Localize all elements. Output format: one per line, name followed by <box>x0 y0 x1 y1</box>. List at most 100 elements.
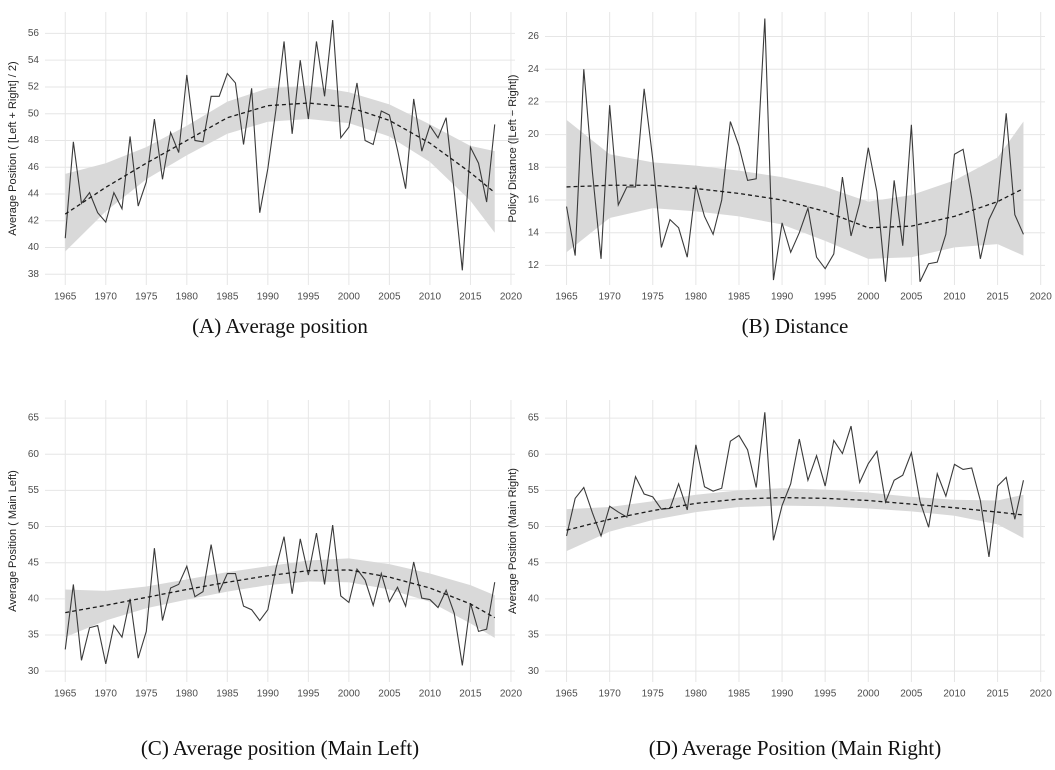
y-tick-label: 60 <box>528 449 540 460</box>
x-tick-label: 1980 <box>176 689 199 700</box>
x-tick-label: 1975 <box>642 689 665 700</box>
x-tick-label: 2015 <box>986 689 1009 700</box>
x-tick-label: 2010 <box>943 689 966 700</box>
x-tick-label: 1985 <box>728 689 751 700</box>
y-tick-label: 20 <box>528 129 540 140</box>
y-tick-label: 50 <box>28 521 40 532</box>
y-tick-label: 55 <box>528 485 540 496</box>
panel: 30 35 40 45 50 55 60 65 1965 1970 1975 1980 1985 1990… <box>507 400 1052 760</box>
x-tick-label: 1990 <box>257 689 280 700</box>
y-tick-label: 40 <box>28 242 40 253</box>
y-tick-label: 54 <box>28 55 40 66</box>
data-line <box>64 19 496 271</box>
y-tick-label: 22 <box>528 97 540 108</box>
x-tick-label: 2010 <box>419 292 442 303</box>
y-axis-label: Average Position (Main Right) <box>507 468 519 614</box>
y-tick-label: 38 <box>28 269 40 280</box>
x-tick-label: 1970 <box>599 689 622 700</box>
x-tick-label: 1995 <box>297 689 320 700</box>
x-tick-label: 2020 <box>1030 292 1053 303</box>
y-axis-label: Policy Distance (|Left − Right|) <box>507 75 519 223</box>
y-tick-label: 55 <box>28 485 40 496</box>
confidence-band <box>65 85 495 252</box>
x-tick-label: 1970 <box>95 689 118 700</box>
y-tick-label: 26 <box>528 31 540 42</box>
x-tick-label: 2005 <box>378 292 401 303</box>
y-axis-label: Average Position ( Main Left) <box>7 470 19 612</box>
y-tick-label: 56 <box>28 28 40 39</box>
x-tick-label: 1975 <box>135 292 158 303</box>
x-tick-label: 2015 <box>986 292 1009 303</box>
caption: (A) Average position <box>192 314 368 338</box>
y-tick-label: 46 <box>28 162 40 173</box>
y-tick-label: 35 <box>28 630 40 641</box>
x-tick-label: 1965 <box>54 689 77 700</box>
x-tick-label: 2005 <box>900 292 923 303</box>
x-tick-label: 2020 <box>500 292 523 303</box>
x-tick-label: 2005 <box>378 689 401 700</box>
data-line <box>566 412 1024 557</box>
x-tick-label: 2015 <box>459 292 482 303</box>
x-tick-label: 1995 <box>814 292 837 303</box>
x-tick-label: 1965 <box>555 689 578 700</box>
x-tick-label: 2020 <box>1030 689 1053 700</box>
x-tick-label: 1985 <box>728 292 751 303</box>
y-tick-label: 40 <box>28 593 40 604</box>
x-tick-label: 2000 <box>338 689 361 700</box>
x-tick-label: 2015 <box>459 689 482 700</box>
y-tick-label: 44 <box>28 189 40 200</box>
y-tick-label: 50 <box>528 521 540 532</box>
x-tick-label: 2010 <box>419 689 442 700</box>
y-tick-label: 45 <box>28 557 40 568</box>
trend-line <box>566 496 1024 531</box>
y-tick-label: 60 <box>28 449 40 460</box>
x-tick-label: 1990 <box>771 292 794 303</box>
data-line <box>566 18 1024 282</box>
y-tick-label: 52 <box>28 82 40 93</box>
y-tick-label: 30 <box>28 666 40 677</box>
y-tick-label: 50 <box>28 108 40 119</box>
x-tick-label: 2010 <box>943 292 966 303</box>
trend-line <box>65 569 496 619</box>
x-tick-label: 2005 <box>900 689 923 700</box>
x-tick-label: 2020 <box>500 689 523 700</box>
x-tick-label: 1975 <box>135 689 158 700</box>
y-tick-label: 30 <box>528 666 540 677</box>
y-tick-label: 24 <box>528 64 540 75</box>
x-tick-label: 1985 <box>216 689 239 700</box>
trend-line <box>64 102 496 215</box>
x-tick-label: 1970 <box>95 292 118 303</box>
data-line <box>64 525 496 666</box>
x-tick-label: 2000 <box>857 689 880 700</box>
y-tick-label: 18 <box>528 162 540 173</box>
caption: (C) Average position (Main Left) <box>141 736 419 760</box>
x-tick-label: 1980 <box>685 689 708 700</box>
x-tick-label: 1980 <box>176 292 199 303</box>
caption: (D) Average Position (Main Right) <box>649 736 941 760</box>
x-tick-label: 1990 <box>771 689 794 700</box>
x-tick-label: 1970 <box>599 292 622 303</box>
x-tick-label: 1985 <box>216 292 239 303</box>
y-tick-label: 12 <box>528 260 540 271</box>
y-tick-label: 42 <box>28 215 40 226</box>
x-tick-label: 2000 <box>857 292 880 303</box>
y-tick-label: 40 <box>528 593 540 604</box>
x-tick-label: 1995 <box>297 292 320 303</box>
y-axis-label: Average Position ( [Left + Right] / 2) <box>7 61 19 235</box>
confidence-band <box>566 119 1024 259</box>
x-tick-label: 1990 <box>257 292 280 303</box>
panel: 12 14 16 18 20 22 24 26 1965 1970 1975 1980 1985 1990… <box>507 12 1052 338</box>
panel: 38 40 42 44 46 48 50 52 54 56 1965 1970 1975 1980 1985… <box>7 12 523 338</box>
x-tick-label: 1965 <box>54 292 77 303</box>
x-tick-label: 1980 <box>685 292 708 303</box>
x-tick-label: 2000 <box>338 292 361 303</box>
y-tick-label: 14 <box>528 227 540 238</box>
trend-line <box>566 184 1024 229</box>
y-tick-label: 45 <box>528 557 540 568</box>
y-tick-label: 65 <box>528 413 540 424</box>
caption: (B) Distance <box>742 314 849 338</box>
x-tick-label: 1965 <box>555 292 578 303</box>
confidence-band <box>65 558 495 638</box>
x-tick-label: 1995 <box>814 689 837 700</box>
